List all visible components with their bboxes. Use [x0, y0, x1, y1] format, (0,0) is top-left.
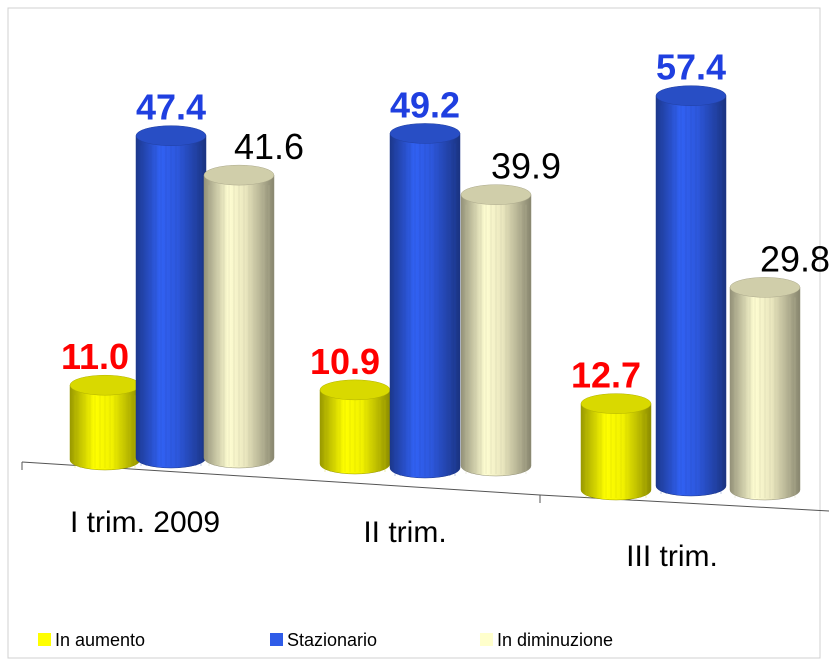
legend-label: Stazionario [287, 630, 377, 650]
data-label: 10.9 [310, 341, 380, 382]
data-label: 49.2 [390, 84, 460, 125]
data-label: 47.4 [136, 87, 206, 128]
data-label: 12.7 [571, 355, 641, 396]
data-label: 57.4 [656, 47, 726, 88]
legend-label: In aumento [55, 630, 145, 650]
cylinder [729, 277, 801, 501]
cylinder-top [389, 123, 461, 144]
cylinder-top [655, 85, 727, 106]
cylinder-top [203, 164, 275, 186]
cylinder [69, 374, 141, 471]
cylinder [460, 184, 532, 477]
legend-swatch [38, 633, 51, 646]
x-tick-label: III trim. [626, 540, 718, 573]
cylinder-top [319, 379, 391, 401]
data-label: 41.6 [234, 126, 304, 167]
cylinder [203, 164, 275, 469]
x-tick-label: II trim. [363, 516, 446, 549]
cylinder [389, 123, 461, 479]
data-label: 39.9 [491, 146, 561, 187]
legend-label: In diminuzione [497, 630, 613, 650]
cylinder [319, 379, 391, 475]
legend-swatch [480, 633, 493, 646]
cylinder [655, 85, 727, 497]
legend-swatch [270, 633, 283, 646]
cylinder-top [460, 184, 532, 205]
data-label: 29.8 [760, 238, 829, 279]
cylinder-top [580, 393, 652, 414]
x-tick-label: I trim. 2009 [70, 506, 220, 539]
cylinder-top [69, 374, 141, 396]
cylinder-top [135, 125, 207, 146]
cylinder [580, 393, 652, 501]
cylinder-top [729, 277, 801, 298]
data-label: 11.0 [61, 336, 129, 377]
cylinder [135, 125, 207, 469]
